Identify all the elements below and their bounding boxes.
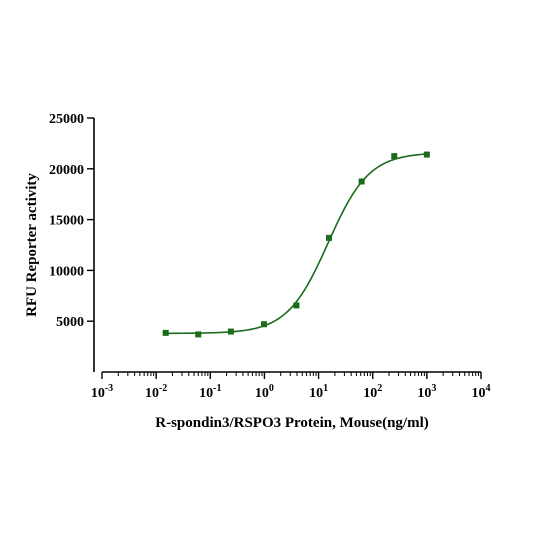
x-tick-label: 102 xyxy=(363,383,382,401)
x-tick-label: 10-2 xyxy=(145,383,167,401)
data-points-layer xyxy=(162,151,430,338)
y-axis: 5000 10000 15000 20000 25000 xyxy=(49,112,95,372)
data-point xyxy=(162,329,169,336)
y-tick-label: 20000 xyxy=(49,163,84,178)
data-point xyxy=(227,328,234,335)
data-point xyxy=(358,178,365,185)
data-point xyxy=(423,151,430,158)
x-tick-label: 101 xyxy=(309,383,328,401)
x-axis: 10-3 10-2 10-1 100 101 102 103 104 xyxy=(91,371,491,401)
x-tick-label: 10-3 xyxy=(91,383,113,401)
y-tick-label: 5000 xyxy=(56,315,84,330)
x-axis-title: R-spondin3/RSPO3 Protein, Mouse(ng/ml) xyxy=(155,415,429,431)
x-tick-label: 10-1 xyxy=(199,383,221,401)
data-point xyxy=(195,331,202,338)
x-tick-label: 104 xyxy=(472,383,491,401)
data-point xyxy=(326,234,333,241)
data-point xyxy=(293,302,300,309)
data-point xyxy=(391,153,398,160)
x-tick-label: 100 xyxy=(255,383,274,401)
y-tick-label: 10000 xyxy=(49,264,84,279)
x-tick-label: 103 xyxy=(417,383,436,401)
data-point xyxy=(260,321,267,328)
fit-curve xyxy=(165,153,427,335)
y-tick-label: 25000 xyxy=(49,112,84,127)
y-tick-label: 15000 xyxy=(49,214,84,229)
fit-curve-layer xyxy=(165,153,427,335)
y-axis-title: RFU Reporter activity xyxy=(24,173,40,317)
